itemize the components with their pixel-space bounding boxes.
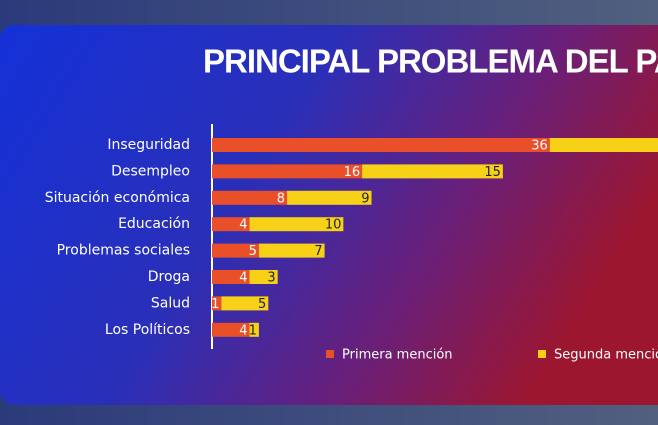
value-label: 9 (361, 191, 369, 206)
value-label: 8 (277, 191, 285, 206)
bar-segment (249, 217, 344, 232)
category-label: Educación (118, 216, 190, 232)
value-label: 7 (314, 244, 322, 259)
category-label: Desempleo (111, 163, 190, 179)
legend-swatch (538, 350, 546, 358)
value-label: 10 (325, 218, 342, 233)
legend-swatch (326, 350, 334, 358)
panel (0, 25, 658, 405)
category-label: Salud (151, 295, 190, 311)
value-label: 16 (344, 165, 361, 180)
value-label: 36 (531, 139, 548, 154)
category-label: Inseguridad (107, 137, 190, 153)
value-label: 4 (239, 323, 247, 338)
value-label: 1 (211, 297, 219, 312)
chart-title: PRINCIPAL PROBLEMA DEL PAÍS (203, 43, 658, 80)
value-label: 4 (239, 218, 247, 233)
category-label: Situación económica (45, 190, 190, 206)
bar-segment (212, 217, 250, 232)
bar-segment (212, 164, 363, 179)
bar-segment (212, 190, 288, 205)
value-label: 4 (239, 271, 247, 286)
legend-label: Primera mención (342, 348, 453, 363)
value-label: 1 (249, 323, 257, 338)
category-label: Problemas sociales (57, 243, 190, 259)
bar-segment (287, 190, 372, 205)
bar-segment (212, 296, 222, 311)
bar-segment (212, 322, 250, 337)
bar-segment (362, 164, 503, 179)
bar-segment (212, 270, 250, 284)
bar-segment (249, 322, 259, 337)
bar-segment (549, 138, 658, 152)
value-label: 3 (267, 271, 275, 286)
bar-segment (212, 138, 550, 152)
bar-segment (249, 270, 278, 284)
category-label: Los Políticos (105, 322, 190, 338)
bar-segment (212, 243, 259, 258)
value-label: 5 (258, 297, 266, 312)
value-label: 15 (484, 165, 501, 180)
category-label: Droga (148, 269, 190, 285)
legend-label: Segunda mención (554, 348, 658, 363)
bar-segment (258, 243, 325, 258)
value-label: 5 (249, 244, 257, 259)
bar-segment (221, 296, 269, 311)
